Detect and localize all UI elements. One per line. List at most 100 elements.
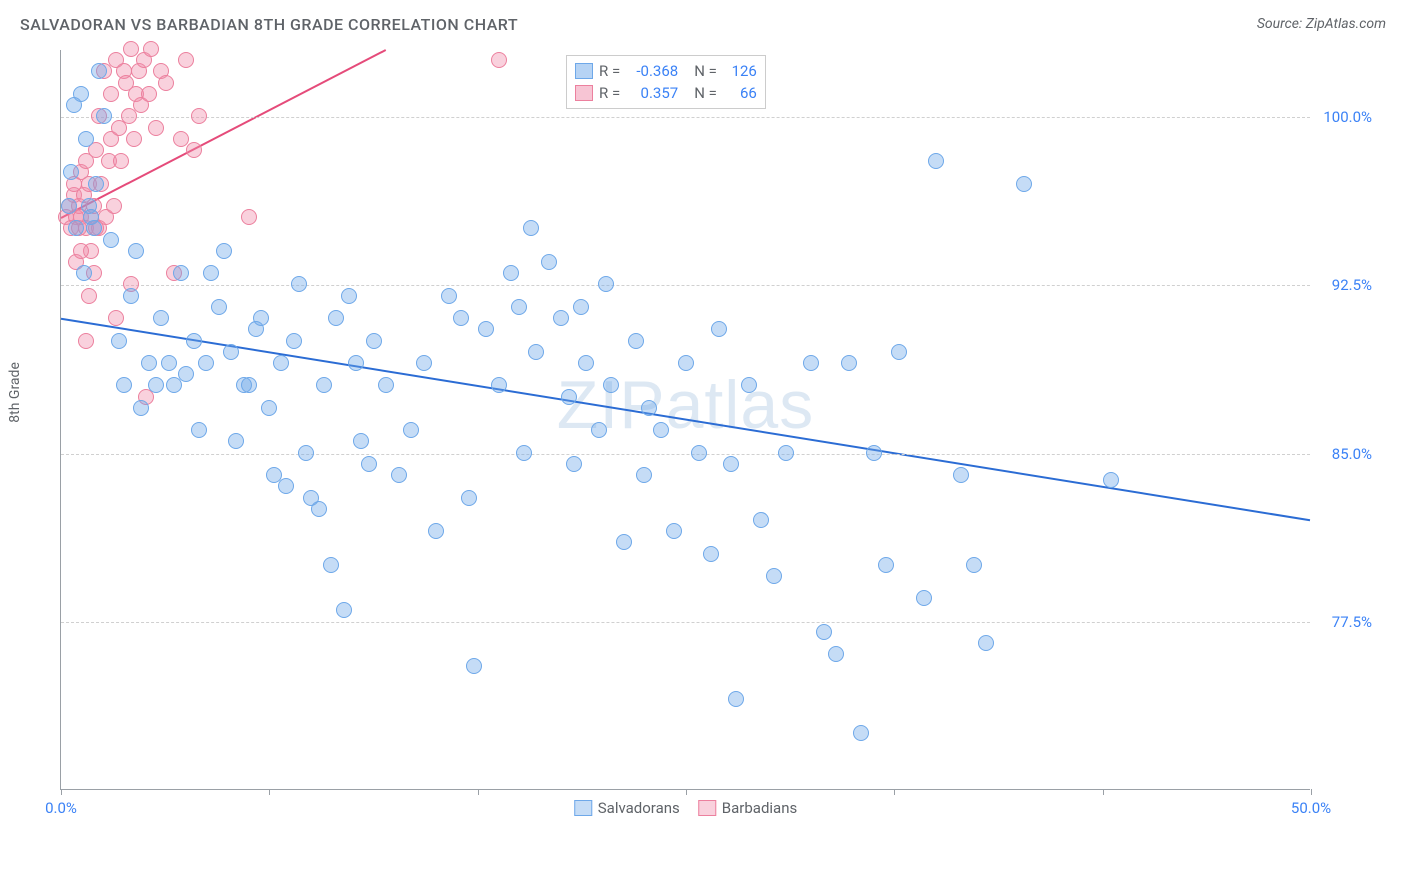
source-label: Source: ZipAtlas.com (1257, 16, 1386, 32)
point-salvadoran (653, 422, 669, 438)
legend-swatch (575, 85, 593, 101)
point-salvadoran (803, 355, 819, 371)
point-salvadoran (291, 276, 307, 292)
y-axis-label: 8th Grade (7, 362, 23, 423)
point-salvadoran (241, 377, 257, 393)
point-barbadian (121, 108, 137, 124)
point-barbadian (186, 142, 202, 158)
point-salvadoran (161, 355, 177, 371)
point-salvadoran (298, 445, 314, 461)
point-salvadoran (148, 377, 164, 393)
point-salvadoran (416, 355, 432, 371)
point-salvadoran (391, 467, 407, 483)
y-tick-label: 77.5% (1317, 613, 1372, 631)
legend-swatch (575, 63, 593, 79)
point-barbadian (73, 243, 89, 259)
point-salvadoran (603, 377, 619, 393)
point-salvadoran (853, 725, 869, 741)
point-salvadoran (778, 445, 794, 461)
point-barbadian (103, 86, 119, 102)
point-salvadoran (88, 176, 104, 192)
point-salvadoran (541, 254, 557, 270)
point-salvadoran (428, 523, 444, 539)
point-barbadian (241, 209, 257, 225)
point-salvadoran (323, 557, 339, 573)
point-salvadoran (703, 546, 719, 562)
point-barbadian (126, 131, 142, 147)
gridline-h (61, 622, 1310, 623)
point-salvadoran (61, 198, 77, 214)
point-salvadoran (516, 445, 532, 461)
point-salvadoran (348, 355, 364, 371)
legend-swatch-salvadorans (574, 800, 592, 816)
point-salvadoran (223, 344, 239, 360)
point-salvadoran (63, 164, 79, 180)
point-barbadian (148, 120, 164, 136)
y-tick-label: 92.5% (1317, 276, 1372, 294)
point-salvadoran (76, 265, 92, 281)
point-salvadoran (691, 445, 707, 461)
point-salvadoran (766, 568, 782, 584)
gridline-h (61, 285, 1310, 286)
point-salvadoran (311, 501, 327, 517)
legend-r-value: 0.357 (626, 84, 678, 102)
point-barbadian (178, 52, 194, 68)
x-tick-label: 50.0% (1291, 799, 1331, 817)
point-salvadoran (641, 400, 657, 416)
point-salvadoran (253, 310, 269, 326)
point-salvadoran (128, 243, 144, 259)
point-salvadoran (453, 310, 469, 326)
point-salvadoran (336, 602, 352, 618)
point-salvadoran (723, 456, 739, 472)
x-tick (61, 789, 62, 795)
x-tick (478, 789, 479, 795)
legend-r-value: -0.368 (626, 62, 678, 80)
x-tick-label: 0.0% (45, 799, 77, 817)
point-salvadoran (891, 344, 907, 360)
point-salvadoran (816, 624, 832, 640)
point-salvadoran (133, 400, 149, 416)
point-salvadoran (68, 220, 84, 236)
legend-item-barbadians: Barbadians (698, 799, 797, 817)
point-salvadoran (1103, 472, 1119, 488)
point-salvadoran (566, 456, 582, 472)
point-salvadoran (123, 288, 139, 304)
point-salvadoran (81, 198, 97, 214)
point-salvadoran (278, 478, 294, 494)
x-tick (1311, 789, 1312, 795)
point-salvadoran (878, 557, 894, 573)
point-salvadoran (728, 691, 744, 707)
legend-n-label: N = (694, 84, 717, 102)
point-salvadoran (491, 377, 507, 393)
chart-wrap: 8th Grade ZIPatlas R =-0.368 N =126 R =0… (20, 40, 1386, 850)
point-salvadoran (841, 355, 857, 371)
point-salvadoran (953, 467, 969, 483)
point-salvadoran (966, 557, 982, 573)
point-salvadoran (116, 377, 132, 393)
legend-label-salvadorans: Salvadorans (598, 799, 680, 817)
point-salvadoran (141, 355, 157, 371)
point-salvadoran (103, 232, 119, 248)
point-salvadoran (578, 355, 594, 371)
point-salvadoran (403, 422, 419, 438)
point-salvadoran (328, 310, 344, 326)
x-tick (894, 789, 895, 795)
chart-container: SALVADORAN VS BARBADIAN 8TH GRADE CORREL… (0, 0, 1406, 892)
legend-n-value: 66 (723, 84, 757, 102)
point-salvadoran (528, 344, 544, 360)
point-salvadoran (353, 433, 369, 449)
point-salvadoran (96, 108, 112, 124)
point-salvadoran (261, 400, 277, 416)
point-salvadoran (73, 86, 89, 102)
point-salvadoran (286, 333, 302, 349)
legend-stat-row: R =0.357 N =66 (575, 82, 757, 104)
point-salvadoran (441, 288, 457, 304)
point-salvadoran (316, 377, 332, 393)
point-salvadoran (466, 658, 482, 674)
point-barbadian (106, 198, 122, 214)
point-salvadoran (78, 131, 94, 147)
point-salvadoran (666, 523, 682, 539)
point-barbadian (113, 153, 129, 169)
header: SALVADORAN VS BARBADIAN 8TH GRADE CORREL… (0, 0, 1406, 40)
point-salvadoran (111, 333, 127, 349)
